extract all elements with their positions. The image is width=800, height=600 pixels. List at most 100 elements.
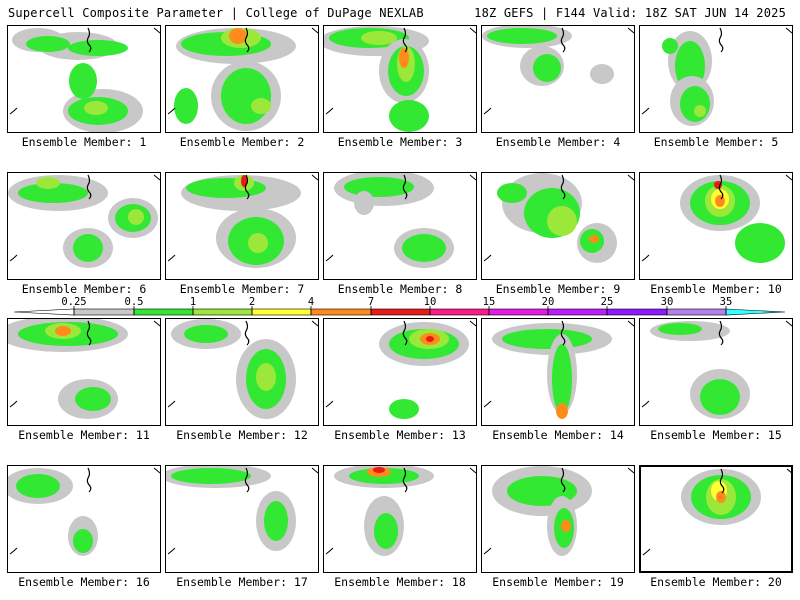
- ensemble-panel-14[interactable]: [481, 318, 635, 426]
- lake-outline: [244, 174, 250, 200]
- coastline: [627, 27, 634, 34]
- lake-outline: [402, 174, 408, 200]
- scp-map-16: [8, 467, 160, 556]
- scp-contour: [589, 235, 599, 243]
- coastline: [469, 27, 476, 34]
- legend-tick-label: 30: [661, 296, 674, 308]
- scp-map-4: [482, 26, 634, 115]
- scp-map-11: [8, 319, 160, 419]
- coastline: [785, 320, 792, 327]
- coastline: [153, 174, 160, 181]
- coastline: [325, 400, 334, 408]
- scp-contour: [556, 403, 568, 419]
- coastline: [9, 400, 18, 408]
- panel-label: Ensemble Member: 19: [492, 575, 624, 589]
- scp-contour: [680, 86, 710, 122]
- scp-map-12: [167, 319, 318, 419]
- scp-contour: [221, 68, 271, 124]
- scp-contour: [26, 36, 70, 52]
- ensemble-panel-12[interactable]: [165, 318, 319, 426]
- coastline: [469, 174, 476, 181]
- ensemble-panel-9[interactable]: [481, 172, 635, 280]
- legend-tick-label: 20: [542, 296, 555, 308]
- scp-contour: [502, 329, 592, 349]
- scp-contour: [16, 474, 60, 498]
- scp-map-7: [167, 174, 318, 268]
- panel-label: Ensemble Member: 14: [492, 428, 624, 442]
- panel-label: Ensemble Member: 11: [18, 428, 150, 442]
- lake-outline: [560, 27, 566, 53]
- ensemble-panel-5[interactable]: [639, 25, 793, 133]
- panel-label: Ensemble Member: 5: [653, 135, 779, 149]
- coastline: [642, 548, 651, 556]
- lake-outline: [718, 27, 724, 53]
- scp-contour: [18, 183, 88, 203]
- ensemble-panel-18[interactable]: [323, 465, 477, 573]
- lake-outline: [86, 467, 92, 493]
- scp-contour: [389, 399, 419, 419]
- panel-label: Ensemble Member: 13: [334, 428, 466, 442]
- scp-contour: [75, 387, 111, 411]
- ensemble-panel-3[interactable]: [323, 25, 477, 133]
- ensemble-panel-2[interactable]: [165, 25, 319, 133]
- ensemble-panel-13[interactable]: [323, 318, 477, 426]
- coastline: [627, 467, 634, 474]
- legend-swatch: [666, 308, 727, 316]
- ensemble-panel-1[interactable]: [7, 25, 161, 133]
- scp-contour: [229, 28, 247, 44]
- map-title: Supercell Composite Parameter | College …: [8, 6, 424, 20]
- scp-contour: [171, 468, 251, 484]
- scp-contour: [55, 326, 71, 336]
- lake-outline: [86, 174, 92, 200]
- scp-contour: [374, 513, 398, 549]
- legend-tick-label: 35: [720, 296, 733, 308]
- ensemble-panel-11[interactable]: [7, 318, 161, 426]
- scp-map-2: [167, 27, 318, 131]
- scp-contour: [251, 98, 271, 114]
- ensemble-panel-7[interactable]: [165, 172, 319, 280]
- legend-swatch: [725, 308, 786, 316]
- scp-contour: [73, 234, 103, 262]
- lake-outline: [560, 174, 566, 200]
- scp-contour: [256, 363, 276, 391]
- scp-map-8: [325, 173, 476, 268]
- ensemble-panel-6[interactable]: [7, 172, 161, 280]
- coastline: [483, 400, 492, 408]
- legend-tick-label: 10: [424, 296, 437, 308]
- coastline: [641, 254, 650, 262]
- lake-outline: [402, 467, 408, 493]
- scp-contour: [700, 379, 740, 415]
- ensemble-panel-20[interactable]: [639, 465, 793, 573]
- legend-swatch: [429, 308, 490, 316]
- ensemble-panel-15[interactable]: [639, 318, 793, 426]
- ensemble-panel-16[interactable]: [7, 465, 161, 573]
- coastline: [786, 468, 791, 473]
- coastline: [167, 547, 176, 555]
- legend-swatch: [310, 308, 372, 316]
- panel-label: Ensemble Member: 1: [21, 135, 147, 149]
- coastline: [167, 107, 176, 115]
- scp-contour: [497, 183, 527, 203]
- ensemble-panel-10[interactable]: [639, 172, 793, 280]
- coastline: [641, 400, 650, 408]
- coastline: [9, 107, 18, 115]
- scp-contour: [128, 209, 144, 225]
- panel-label: Ensemble Member: 15: [650, 428, 782, 442]
- ensemble-panel-8[interactable]: [323, 172, 477, 280]
- lake-outline: [244, 320, 250, 346]
- panel-label: Ensemble Member: 16: [18, 575, 150, 589]
- scp-contour: [658, 323, 702, 335]
- ensemble-panel-17[interactable]: [165, 465, 319, 573]
- scp-contour: [714, 181, 722, 189]
- coastline: [627, 174, 634, 181]
- ensemble-panel-19[interactable]: [481, 465, 635, 573]
- ensemble-panel-4[interactable]: [481, 25, 635, 133]
- scp-contour: [552, 344, 572, 414]
- coastline: [785, 27, 792, 34]
- panel-label: Ensemble Member: 6: [21, 282, 147, 296]
- legend-tick-label: 0.5: [125, 296, 144, 308]
- panel-label: Ensemble Member: 8: [337, 282, 463, 296]
- coastline: [9, 547, 18, 555]
- panel-label: Ensemble Member: 18: [334, 575, 466, 589]
- legend-swatch: [192, 308, 253, 316]
